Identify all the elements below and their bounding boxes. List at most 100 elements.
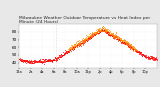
Point <box>90 37 92 38</box>
Point <box>74 42 77 44</box>
Point <box>54 58 56 59</box>
Point <box>76 44 79 45</box>
Point <box>97 32 99 34</box>
Point <box>72 47 74 49</box>
Point <box>96 32 99 33</box>
Point <box>124 41 127 42</box>
Point <box>50 60 53 62</box>
Point <box>36 61 38 63</box>
Point <box>96 30 99 32</box>
Point <box>85 40 88 42</box>
Point <box>64 53 67 54</box>
Point <box>90 35 93 37</box>
Point <box>145 57 148 58</box>
Point <box>56 57 59 59</box>
Point <box>110 34 112 36</box>
Point <box>142 54 145 56</box>
Point <box>110 33 112 35</box>
Point <box>111 33 114 34</box>
Point <box>96 31 98 33</box>
Point <box>62 53 65 54</box>
Point <box>81 42 83 43</box>
Point <box>71 48 73 50</box>
Point <box>105 32 108 33</box>
Point <box>108 34 111 35</box>
Point <box>102 27 105 29</box>
Point <box>48 59 51 61</box>
Point <box>140 52 142 53</box>
Point <box>89 38 91 40</box>
Point <box>31 60 34 62</box>
Point <box>149 58 152 60</box>
Point <box>68 50 70 51</box>
Point <box>118 40 121 42</box>
Point <box>66 52 68 54</box>
Point <box>78 42 81 44</box>
Point <box>25 63 28 64</box>
Point <box>81 40 84 42</box>
Point <box>70 48 73 49</box>
Point <box>102 30 105 32</box>
Point <box>52 60 55 61</box>
Point <box>76 45 79 47</box>
Point <box>140 51 143 52</box>
Point <box>59 54 62 55</box>
Point <box>109 33 111 34</box>
Point <box>88 35 91 37</box>
Point <box>116 38 119 39</box>
Point <box>89 36 92 38</box>
Point <box>127 42 129 43</box>
Point <box>28 61 30 62</box>
Point <box>50 60 53 62</box>
Point <box>78 43 81 45</box>
Point <box>78 45 80 46</box>
Point <box>103 28 106 29</box>
Point <box>59 56 61 58</box>
Point <box>44 59 47 60</box>
Point <box>90 37 92 38</box>
Point <box>20 58 22 59</box>
Point <box>135 50 138 52</box>
Point <box>99 31 102 32</box>
Point <box>30 60 32 61</box>
Point <box>29 60 32 62</box>
Point <box>94 31 97 33</box>
Point <box>76 46 78 47</box>
Point <box>77 45 80 46</box>
Point <box>18 58 21 60</box>
Point <box>77 42 79 44</box>
Point <box>32 62 34 64</box>
Point <box>83 38 85 39</box>
Point <box>95 33 97 35</box>
Point <box>74 45 77 47</box>
Point <box>83 40 86 41</box>
Point <box>97 32 100 34</box>
Point <box>74 46 76 47</box>
Point <box>107 34 110 35</box>
Point <box>100 29 102 30</box>
Point <box>76 46 79 48</box>
Point <box>44 61 46 62</box>
Point <box>64 50 66 51</box>
Point <box>141 55 144 56</box>
Point <box>84 39 87 41</box>
Point <box>133 48 135 50</box>
Point <box>54 60 57 62</box>
Point <box>146 56 149 57</box>
Point <box>25 60 27 62</box>
Point <box>136 51 138 52</box>
Point <box>47 59 50 61</box>
Point <box>120 39 123 41</box>
Point <box>120 38 122 40</box>
Point <box>31 62 33 63</box>
Point <box>125 41 127 43</box>
Point <box>99 30 102 31</box>
Point <box>143 55 146 57</box>
Point <box>135 48 137 49</box>
Point <box>62 54 64 55</box>
Point <box>124 39 126 41</box>
Point <box>81 42 84 44</box>
Point <box>118 37 120 38</box>
Point <box>83 41 86 43</box>
Point <box>67 50 69 52</box>
